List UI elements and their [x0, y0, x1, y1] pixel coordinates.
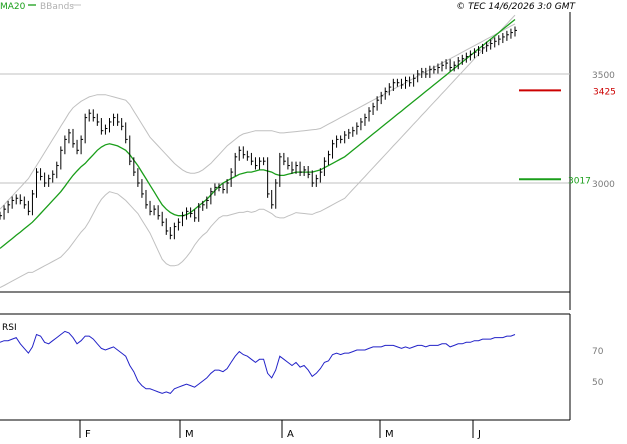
- rsi-y-tick-label: 50: [592, 378, 604, 388]
- x-tick-label: F: [85, 429, 91, 440]
- bbands-legend-label: BBands: [40, 2, 74, 12]
- ma20-series-line: [0, 18, 516, 249]
- bollinger-lower-band: [0, 14, 516, 289]
- ma20-legend-label: MA20: [0, 2, 26, 12]
- rsi-y-tick-label: 70: [592, 347, 604, 357]
- x-tick-label: A: [287, 429, 294, 440]
- grid-layer: [0, 73, 570, 184]
- level-label-resistance: 3425: [593, 87, 616, 97]
- level-label-support: 3017: [568, 176, 591, 186]
- axis-labels: 3500 3000 F M A M J 70 50: [79, 71, 615, 440]
- price-bars: [0, 26, 517, 240]
- rsi-panel-title: RSI: [2, 323, 17, 333]
- bollinger-upper-band: [0, 23, 516, 210]
- bollinger-bands: [0, 14, 516, 289]
- rsi-series-line: [0, 330, 516, 394]
- x-tick-label: J: [477, 429, 481, 440]
- price-y-tick-label: 3000: [592, 180, 615, 190]
- price-y-tick-label: 3500: [592, 71, 615, 81]
- rsi-line: [0, 330, 516, 394]
- copyright-stamp: © TEC 14/6/2026 3:0 GMT: [456, 2, 576, 12]
- price-levels: 3425 3017: [519, 87, 616, 186]
- x-tick-label: M: [185, 429, 194, 440]
- x-tick-label: M: [385, 429, 394, 440]
- ma20-line: [0, 18, 516, 249]
